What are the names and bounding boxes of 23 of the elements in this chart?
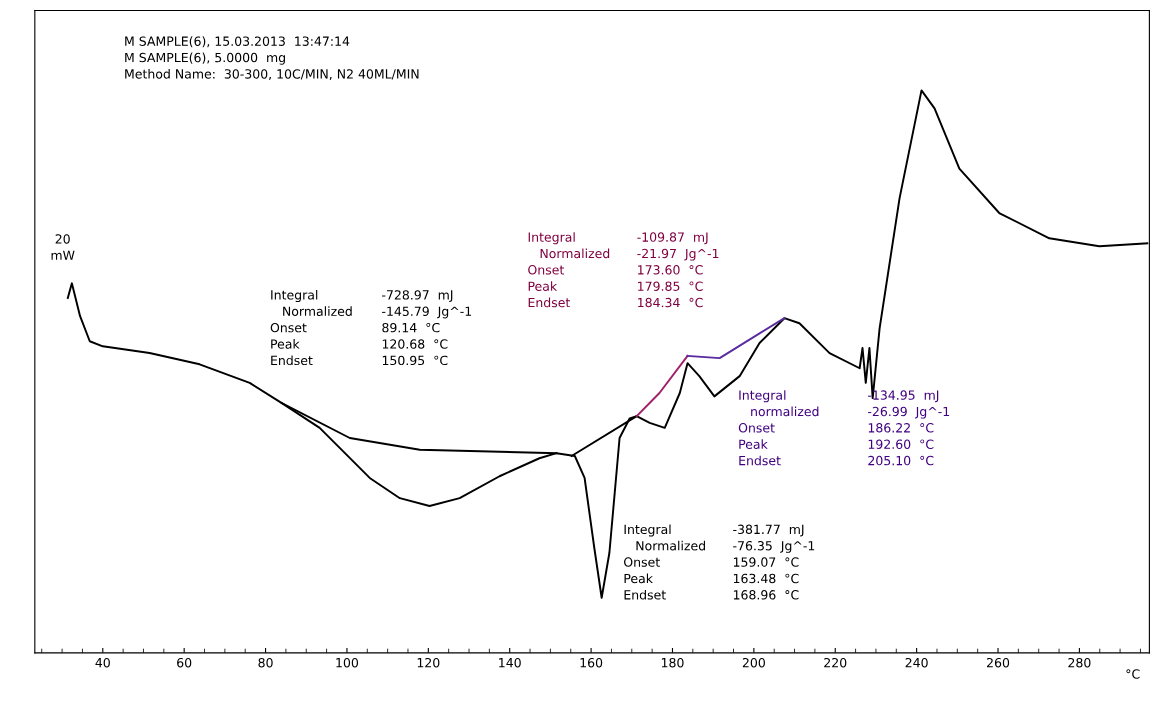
x-tick-label: 100: [336, 657, 359, 668]
annotation: Integral Normalized Onset Peak Endset: [624, 524, 705, 600]
annotation: Integral Normalized Onset Peak Endset: [528, 232, 610, 308]
x-tick-label: 120: [417, 657, 440, 668]
x-tick-label: 180: [661, 657, 684, 668]
annotation: 20 mW: [51, 234, 75, 260]
x-tick-label: 260: [987, 657, 1010, 668]
x-tick-label: 220: [824, 657, 847, 668]
x-tick-label: 60: [177, 657, 192, 668]
annotation: -381.77 mJ -76.35 Jg^-1 159.07 °C 163.48 °C 168.96 °C: [733, 524, 815, 600]
x-tick-label: 280: [1068, 657, 1091, 668]
text: M SAMPLE(6), 15.03.2013 13:47:14 M SAMPLE(6), 5.0000 mg Method Name: 30-300, 10C/MIN, N2 40ML/MIN: [125, 36, 419, 80]
x-tick-label: 200: [742, 657, 765, 668]
annotation: Integral Normalized Onset Peak Endset: [270, 289, 352, 366]
x-tick-label: 240: [905, 657, 928, 668]
x-tick-label: 40: [95, 657, 110, 668]
x-tick-label: 80: [258, 657, 273, 668]
annotation: Integral normalized Onset Peak Endset: [738, 390, 819, 466]
x-tick-label: 160: [580, 657, 603, 668]
annotation: -728.97 mJ -145.79 Jg^-1 89.14 °C 120.68 °C 150.95 °C: [382, 290, 472, 366]
x-axis-title: °C: [1126, 669, 1140, 679]
x-tick-label: 140: [499, 657, 521, 668]
annotation: -109.87 mJ -21.97 Jg^-1 173.60 °C 179.85 °C 184.34 °C: [637, 232, 719, 308]
